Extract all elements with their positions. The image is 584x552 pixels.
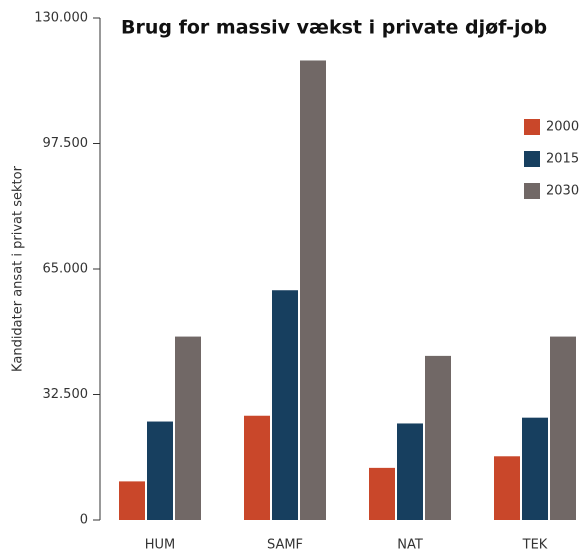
legend-label: 2015 bbox=[546, 152, 579, 167]
bar bbox=[147, 421, 173, 520]
bar bbox=[425, 355, 451, 520]
legend-swatch bbox=[524, 151, 540, 167]
bar bbox=[369, 467, 395, 520]
y-tick-label: 0 bbox=[80, 513, 88, 528]
legend-swatch bbox=[524, 183, 540, 199]
x-tick-label: HUM bbox=[145, 538, 176, 552]
bar bbox=[300, 60, 326, 520]
bar bbox=[119, 481, 145, 520]
y-tick-label: 130.000 bbox=[34, 11, 88, 26]
bar bbox=[397, 423, 423, 520]
legend-swatch bbox=[524, 119, 540, 135]
y-axis-label: Kandidater ansat i privat sektor bbox=[11, 165, 26, 372]
bar bbox=[175, 336, 201, 520]
legend-label: 2000 bbox=[546, 120, 579, 135]
y-tick-label: 32.500 bbox=[43, 387, 89, 402]
bar bbox=[550, 336, 576, 520]
legend-label: 2030 bbox=[546, 184, 579, 199]
chart-title: Brug for massiv vækst i private djøf-job bbox=[121, 17, 547, 39]
y-tick-label: 65.000 bbox=[43, 262, 89, 277]
x-tick-label: NAT bbox=[397, 538, 423, 552]
bar bbox=[522, 417, 548, 520]
y-tick-label: 97.500 bbox=[43, 136, 89, 151]
x-tick-label: TEK bbox=[522, 538, 548, 552]
bar bbox=[244, 415, 270, 520]
x-tick-label: SAMF bbox=[267, 538, 303, 552]
bar bbox=[494, 456, 520, 520]
bar bbox=[272, 290, 298, 520]
